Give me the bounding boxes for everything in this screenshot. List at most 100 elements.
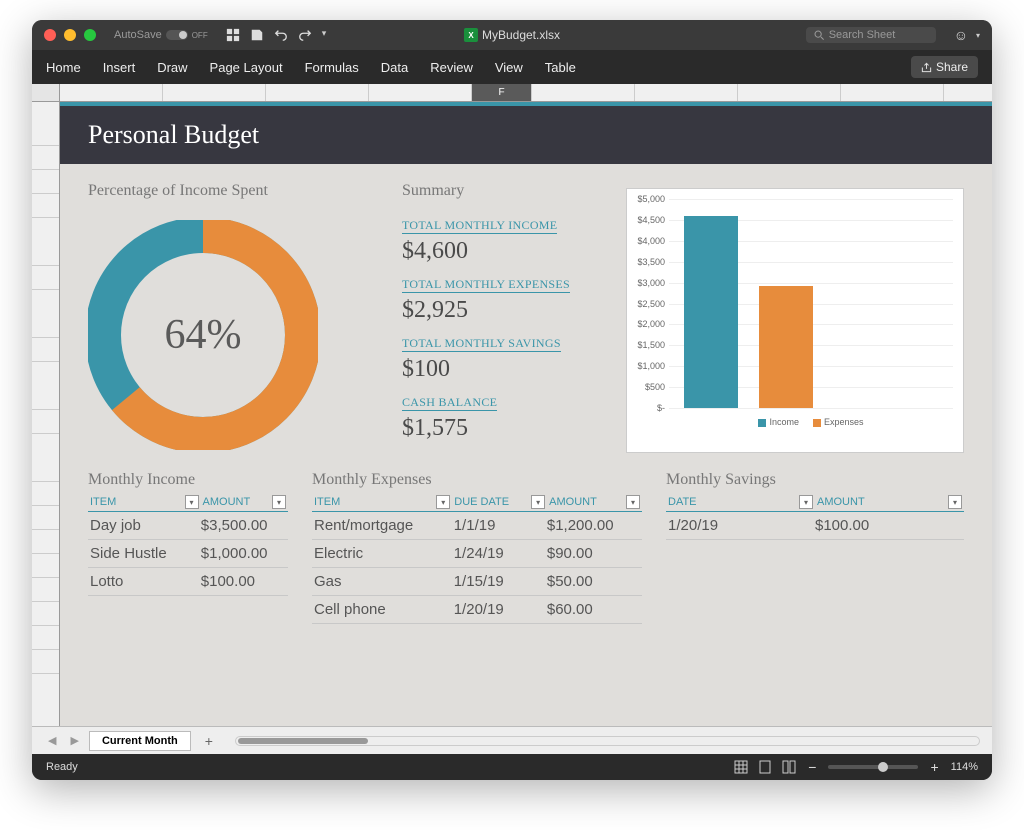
zoom-in-button[interactable]: + <box>930 759 938 775</box>
income-table: Monthly Income ITEM▾ AMOUNT▾ Day job$3,5… <box>88 471 288 624</box>
excel-icon: X <box>464 28 478 42</box>
cash-value: $1,575 <box>402 415 602 442</box>
tab-review[interactable]: Review <box>430 60 473 75</box>
bar-chart: $5,000$4,500$4,000$3,500$3,000$2,500$2,0… <box>626 188 964 453</box>
share-button[interactable]: Share <box>911 56 978 78</box>
y-axis-label: $4,500 <box>631 215 665 225</box>
window-controls <box>44 29 96 41</box>
filter-dropdown-icon[interactable]: ▾ <box>799 495 813 509</box>
row-headers[interactable] <box>32 102 60 726</box>
add-sheet-button[interactable]: + <box>197 733 221 749</box>
filter-dropdown-icon[interactable]: ▾ <box>272 495 286 509</box>
cell: $1,200.00 <box>547 517 640 534</box>
close-icon[interactable] <box>44 29 56 41</box>
undo-icon[interactable] <box>274 28 288 42</box>
savings-table: Monthly Savings DATE▾ AMOUNT▾ 1/20/19$10… <box>666 471 964 624</box>
y-axis-label: $4,000 <box>631 236 665 246</box>
cell: Rent/mortgage <box>314 517 454 534</box>
summary-heading: Summary <box>402 182 602 200</box>
cell: Gas <box>314 573 454 590</box>
cell: $100.00 <box>815 517 962 534</box>
table-row[interactable]: Gas1/15/19$50.00 <box>312 568 642 596</box>
legend-swatch-income <box>758 419 766 427</box>
search-input[interactable]: Search Sheet <box>806 27 936 43</box>
page-break-view-icon[interactable] <box>782 760 796 774</box>
select-all-corner[interactable] <box>32 84 60 101</box>
app-window: AutoSave OFF ▾ X MyBudget.xlsx Search Sh… <box>32 20 992 780</box>
filter-dropdown-icon[interactable]: ▾ <box>531 495 545 509</box>
income-label: TOTAL MONTHLY INCOME <box>402 218 557 234</box>
horizontal-scrollbar[interactable] <box>235 736 980 746</box>
next-sheet-icon[interactable]: ▶ <box>66 734 82 747</box>
status-text: Ready <box>46 761 78 773</box>
autosave-state: OFF <box>192 31 208 40</box>
gridline <box>669 199 953 200</box>
cell: $100.00 <box>201 573 286 590</box>
sheet-tab-current[interactable]: Current Month <box>89 731 191 751</box>
cell: 1/24/19 <box>454 545 547 562</box>
table-row[interactable]: Day job$3,500.00 <box>88 512 288 540</box>
chart-legend: Income Expenses <box>669 417 953 427</box>
table-row[interactable]: Side Hustle$1,000.00 <box>88 540 288 568</box>
tab-home[interactable]: Home <box>46 60 81 75</box>
cell: $50.00 <box>547 573 640 590</box>
tab-page-layout[interactable]: Page Layout <box>210 60 283 75</box>
tab-formulas[interactable]: Formulas <box>305 60 359 75</box>
prev-sheet-icon[interactable]: ◀ <box>44 734 60 747</box>
minimize-icon[interactable] <box>64 29 76 41</box>
cell: Side Hustle <box>90 545 201 562</box>
bar-income <box>684 216 738 408</box>
tab-insert[interactable]: Insert <box>103 60 136 75</box>
tab-table[interactable]: Table <box>545 60 576 75</box>
filter-dropdown-icon[interactable]: ▾ <box>185 495 199 509</box>
switch-icon[interactable] <box>166 30 188 40</box>
home-icon[interactable] <box>226 28 240 42</box>
cell: $1,000.00 <box>201 545 286 562</box>
y-axis-label: $3,500 <box>631 257 665 267</box>
table-row[interactable]: Electric1/24/19$90.00 <box>312 540 642 568</box>
filter-dropdown-icon[interactable]: ▾ <box>948 495 962 509</box>
table-row[interactable]: Cell phone1/20/19$60.00 <box>312 596 642 624</box>
filter-dropdown-icon[interactable]: ▾ <box>626 495 640 509</box>
table-row[interactable]: Lotto$100.00 <box>88 568 288 596</box>
zoom-slider[interactable] <box>828 765 918 769</box>
zoom-out-button[interactable]: − <box>808 759 816 775</box>
donut-chart: 64% <box>88 220 318 450</box>
column-header-f[interactable]: F <box>472 84 532 101</box>
expenses-label: TOTAL MONTHLY EXPENSES <box>402 277 570 293</box>
zoom-icon[interactable] <box>84 29 96 41</box>
normal-view-icon[interactable] <box>734 760 748 774</box>
redo-icon[interactable] <box>298 28 312 42</box>
legend-swatch-expenses <box>813 419 821 427</box>
tab-draw[interactable]: Draw <box>157 60 187 75</box>
cell: 1/15/19 <box>454 573 547 590</box>
cash-label: CASH BALANCE <box>402 395 497 411</box>
income-table-heading: Monthly Income <box>88 471 288 489</box>
table-row[interactable]: Rent/mortgage1/1/19$1,200.00 <box>312 512 642 540</box>
y-axis-label: $2,500 <box>631 299 665 309</box>
feedback-icon[interactable]: ☺ <box>954 27 968 43</box>
cell: 1/20/19 <box>454 601 547 618</box>
autosave-toggle[interactable]: AutoSave OFF <box>114 29 208 41</box>
y-axis-label: $1,000 <box>631 361 665 371</box>
save-icon[interactable] <box>250 28 264 42</box>
expenses-value: $2,925 <box>402 297 602 324</box>
y-axis-label: $5,000 <box>631 194 665 204</box>
spreadsheet-canvas[interactable]: Personal Budget Percentage of Income Spe… <box>60 102 992 726</box>
quick-access-toolbar: ▾ <box>226 28 327 42</box>
page-layout-view-icon[interactable] <box>758 760 772 774</box>
cell: Day job <box>90 517 201 534</box>
share-icon <box>921 62 932 73</box>
chevron-down-icon[interactable]: ▾ <box>976 31 980 40</box>
summary-section: Summary TOTAL MONTHLY INCOME $4,600 TOTA… <box>402 182 602 453</box>
y-axis-label: $1,500 <box>631 340 665 350</box>
savings-label: TOTAL MONTHLY SAVINGS <box>402 336 561 352</box>
column-headers[interactable]: F <box>32 84 992 102</box>
tab-data[interactable]: Data <box>381 60 408 75</box>
autosave-label: AutoSave <box>114 29 162 41</box>
chevron-down-icon[interactable]: ▾ <box>322 28 327 42</box>
filter-dropdown-icon[interactable]: ▾ <box>436 495 450 509</box>
table-row[interactable]: 1/20/19$100.00 <box>666 512 964 540</box>
pct-section: Percentage of Income Spent 64% <box>88 182 378 453</box>
tab-view[interactable]: View <box>495 60 523 75</box>
